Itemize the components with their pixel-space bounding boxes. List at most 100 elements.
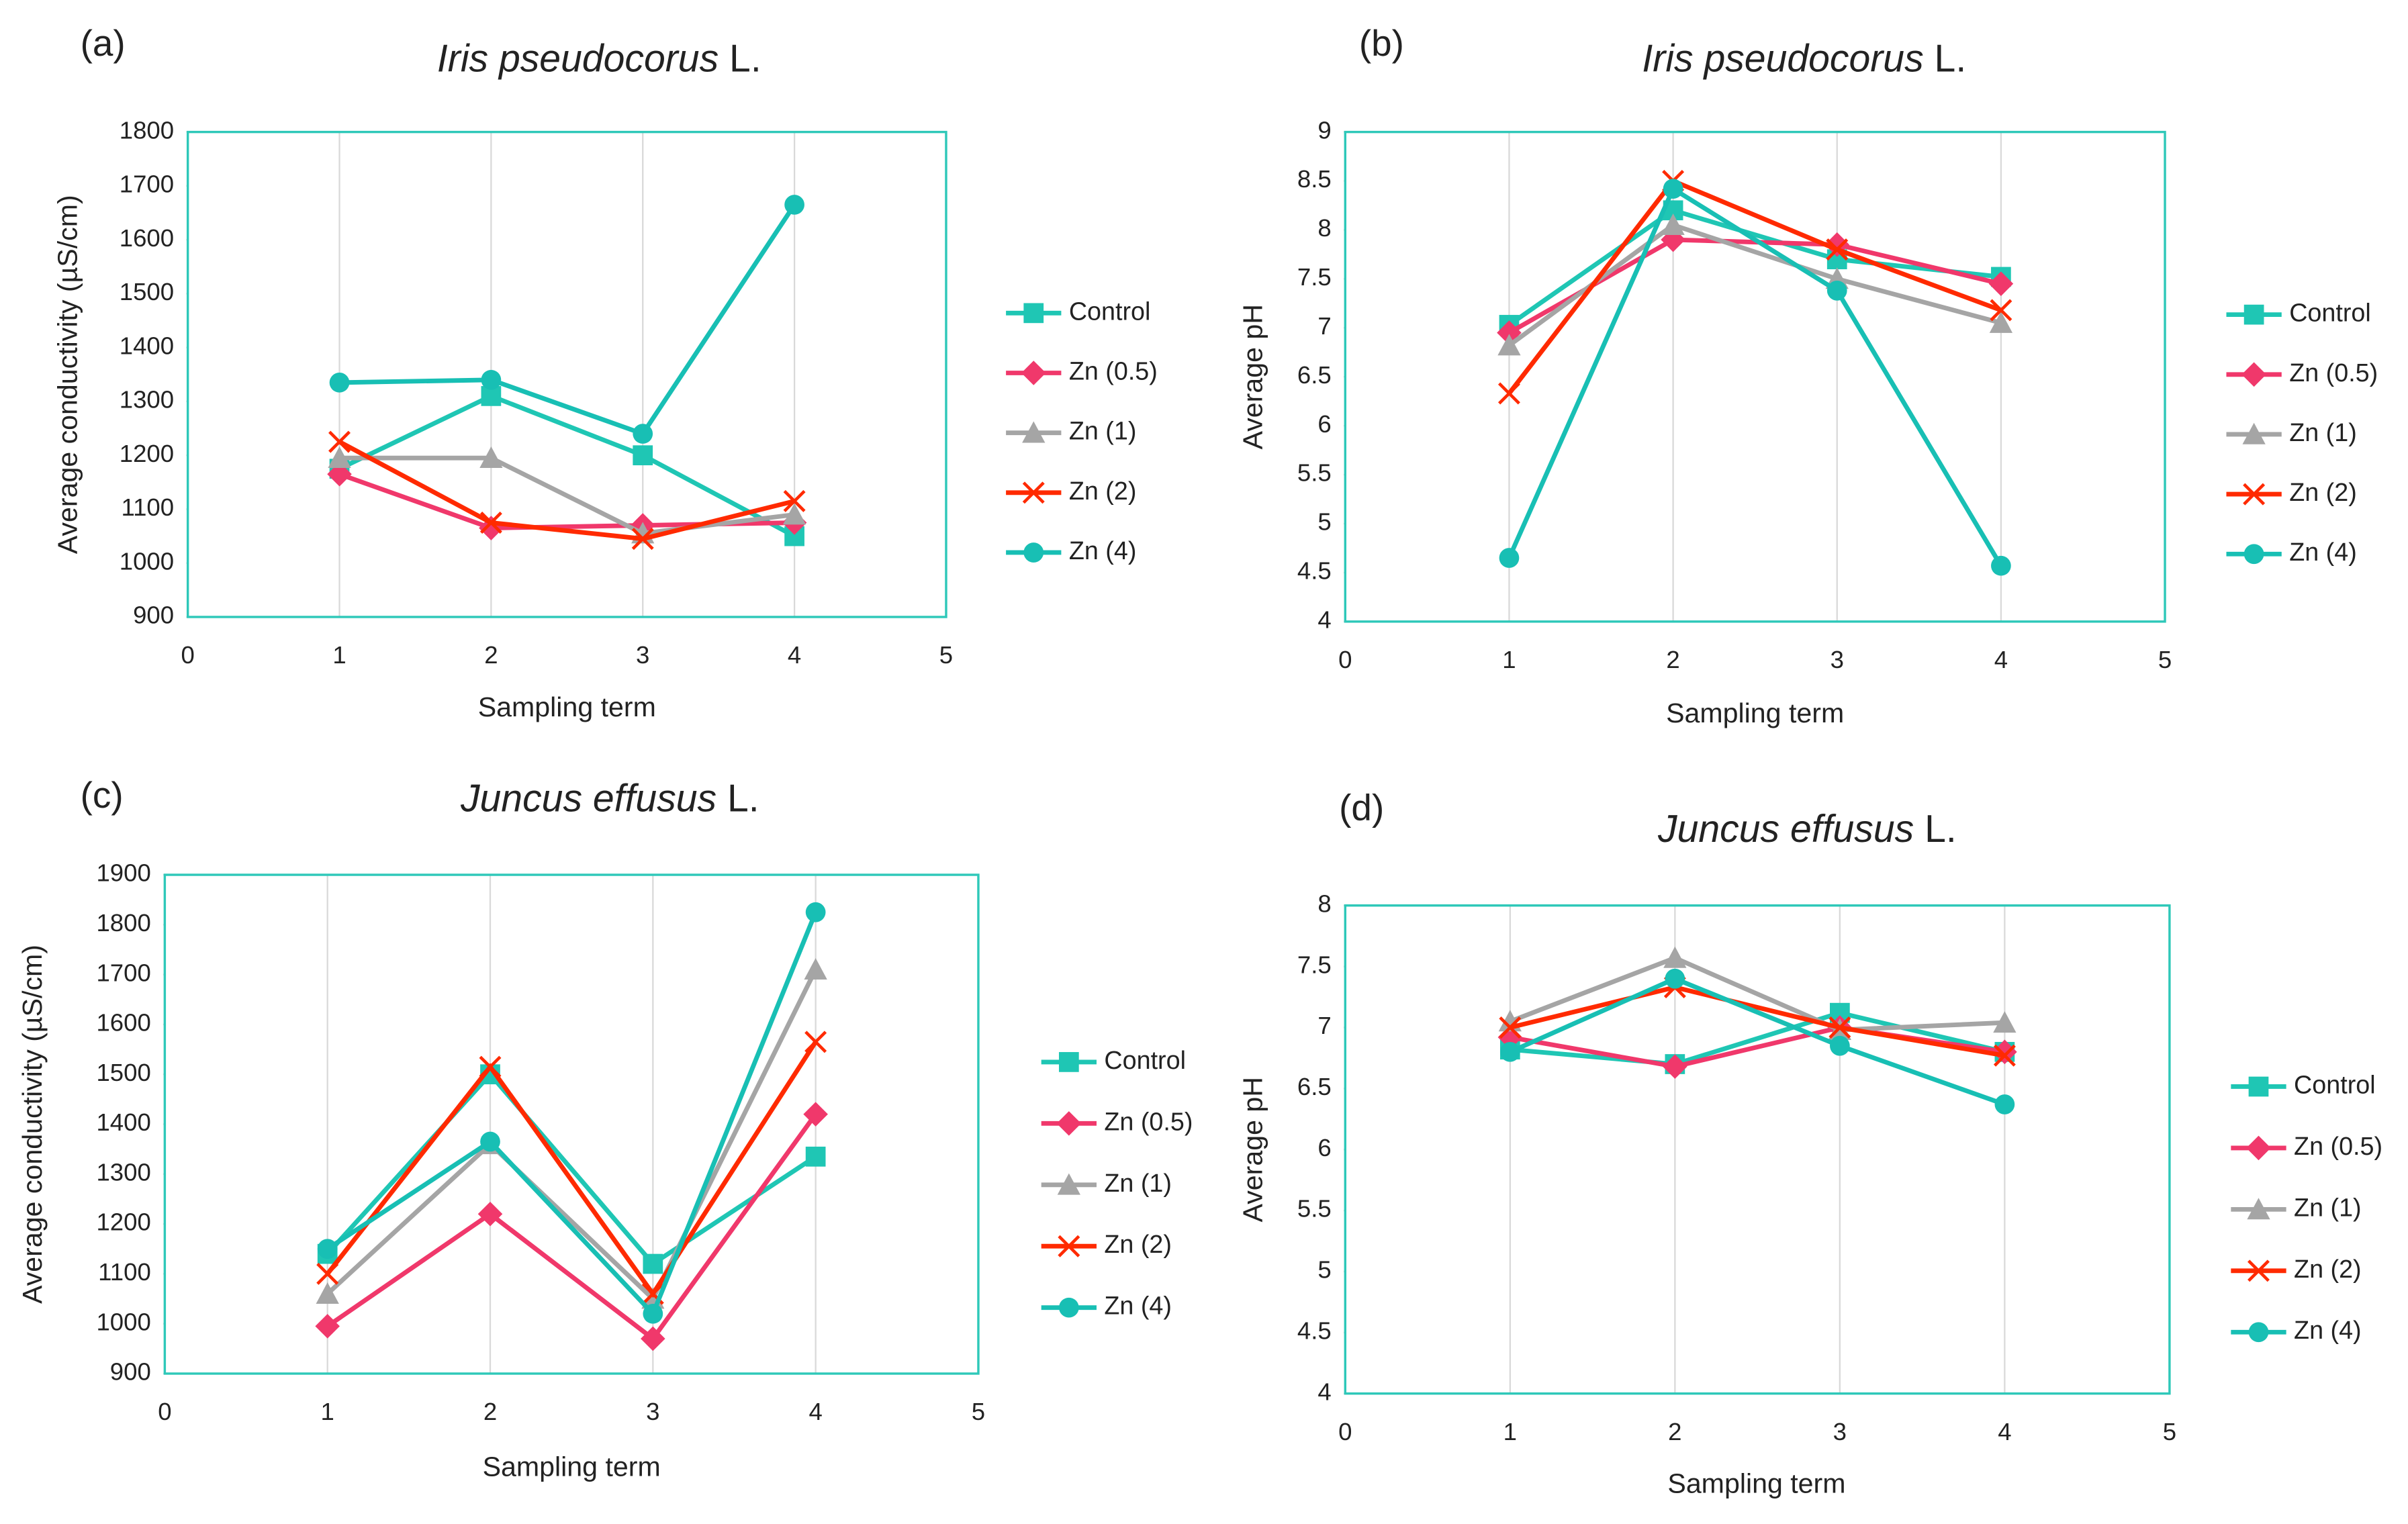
legend-label: Zn (2) (2289, 478, 2357, 506)
marker (317, 1239, 338, 1259)
x-tick-label: 1 (1503, 1418, 1517, 1445)
series-line (326, 1112, 818, 1342)
x-axis-label: Sampling term (1667, 1468, 1845, 1499)
y-tick-label: 1100 (98, 1258, 151, 1286)
marker (1497, 334, 1521, 356)
title-normal: L. (1925, 808, 1957, 851)
y-tick-label: 9 (1317, 116, 1331, 144)
x-tick-label: 5 (939, 641, 953, 669)
marker (1663, 179, 1683, 199)
marker (1022, 421, 1046, 443)
marker (805, 902, 826, 922)
x-tick-label: 2 (1666, 646, 1679, 673)
title-italic: Iris pseudocorus (1642, 38, 1923, 81)
x-tick-label: 0 (1338, 646, 1352, 673)
legend-label: Control (2289, 299, 2371, 327)
y-tick-label: 4.5 (1297, 557, 1332, 585)
marker (479, 446, 503, 469)
x-tick-label: 4 (788, 641, 801, 669)
y-tick-label: 1500 (96, 1059, 150, 1086)
y-tick-label: 4.5 (1297, 1317, 1332, 1344)
marker (783, 489, 806, 512)
chart-title: Iris pseudocorus L. (437, 38, 761, 81)
legend-label: Zn (4) (2294, 1316, 2362, 1344)
marker (804, 1031, 827, 1053)
x-tick-label: 0 (158, 1398, 171, 1425)
x-tick-label: 1 (321, 1398, 334, 1425)
marker (1023, 303, 1044, 324)
x-tick-label: 2 (484, 641, 498, 669)
x-tick-label: 5 (972, 1398, 985, 1425)
marker (1057, 1173, 1080, 1195)
marker (1828, 1016, 1851, 1039)
series-line (1509, 976, 2006, 1107)
plot-border (1344, 130, 2166, 623)
y-tick-label: 1400 (96, 1108, 150, 1136)
legend-label: Zn (4) (1069, 536, 1137, 565)
x-tick-label: 3 (646, 1398, 659, 1425)
marker (803, 1102, 828, 1127)
chart-title: Iris pseudocorus L. (1642, 38, 1966, 81)
marker (1499, 548, 1520, 568)
x-axis-label: Sampling term (483, 1451, 661, 1482)
legend-label: Control (2294, 1070, 2376, 1098)
chart-title: Juncus effusus L. (460, 777, 759, 820)
legend-label: Zn (2) (1069, 477, 1137, 505)
marker (1022, 481, 1045, 504)
y-tick-label: 1800 (96, 909, 150, 937)
marker (1058, 1235, 1080, 1257)
marker (804, 958, 827, 980)
y-tick-label: 900 (110, 1358, 151, 1386)
legend-label: Zn (2) (1104, 1230, 1172, 1258)
legend-label: Zn (1) (1104, 1169, 1172, 1197)
marker (633, 445, 653, 466)
marker (1661, 213, 1685, 236)
marker (2248, 1322, 2269, 1343)
y-tick-label: 5 (1317, 508, 1331, 536)
marker (1994, 1094, 2015, 1114)
marker (328, 430, 351, 453)
legend-label: Zn (0.5) (1069, 356, 1158, 385)
series-line (1507, 185, 2003, 567)
y-tick-label: 8.5 (1297, 165, 1332, 193)
legend-label: Control (1104, 1046, 1186, 1074)
marker (2242, 422, 2266, 444)
y-tick-label: 7 (1317, 312, 1331, 340)
marker (1989, 311, 2013, 333)
legend-label: Zn (1) (2294, 1193, 2362, 1221)
legend-label: Zn (4) (1104, 1292, 1172, 1320)
marker (1021, 361, 1046, 385)
y-tick-label: 1700 (96, 959, 150, 986)
marker (316, 1262, 339, 1285)
marker (315, 1314, 340, 1339)
x-tick-label: 0 (181, 641, 194, 669)
marker (481, 369, 502, 390)
plot-border (163, 873, 980, 1375)
title-italic: Juncus effusus (1657, 808, 1914, 851)
plot-border (186, 130, 947, 618)
marker (316, 1282, 339, 1304)
series-line (326, 1071, 817, 1268)
y-tick-label: 5.5 (1297, 459, 1332, 487)
title-italic: Iris pseudocorus (437, 38, 719, 81)
marker (2243, 544, 2264, 565)
y-tick-label: 7 (1317, 1012, 1331, 1039)
series-line (338, 393, 796, 538)
legend-label: Zn (1) (2289, 418, 2357, 446)
y-axis-label: Average conductivity (µS/cm) (52, 195, 83, 554)
marker (1990, 299, 2012, 322)
marker (480, 1131, 500, 1152)
legend-label: Zn (1) (1069, 417, 1137, 445)
x-tick-label: 3 (1831, 646, 1844, 673)
y-tick-label: 1200 (96, 1208, 150, 1236)
y-tick-label: 1300 (120, 386, 174, 414)
marker (1499, 1041, 1520, 1062)
legend-label: Zn (2) (2294, 1255, 2362, 1283)
marker (2241, 362, 2266, 387)
legend-label: Zn (0.5) (2294, 1132, 2382, 1160)
x-tick-label: 5 (2158, 646, 2172, 673)
y-tick-label: 6 (1317, 410, 1331, 438)
title-normal: L. (1935, 38, 1967, 81)
marker (329, 372, 350, 393)
